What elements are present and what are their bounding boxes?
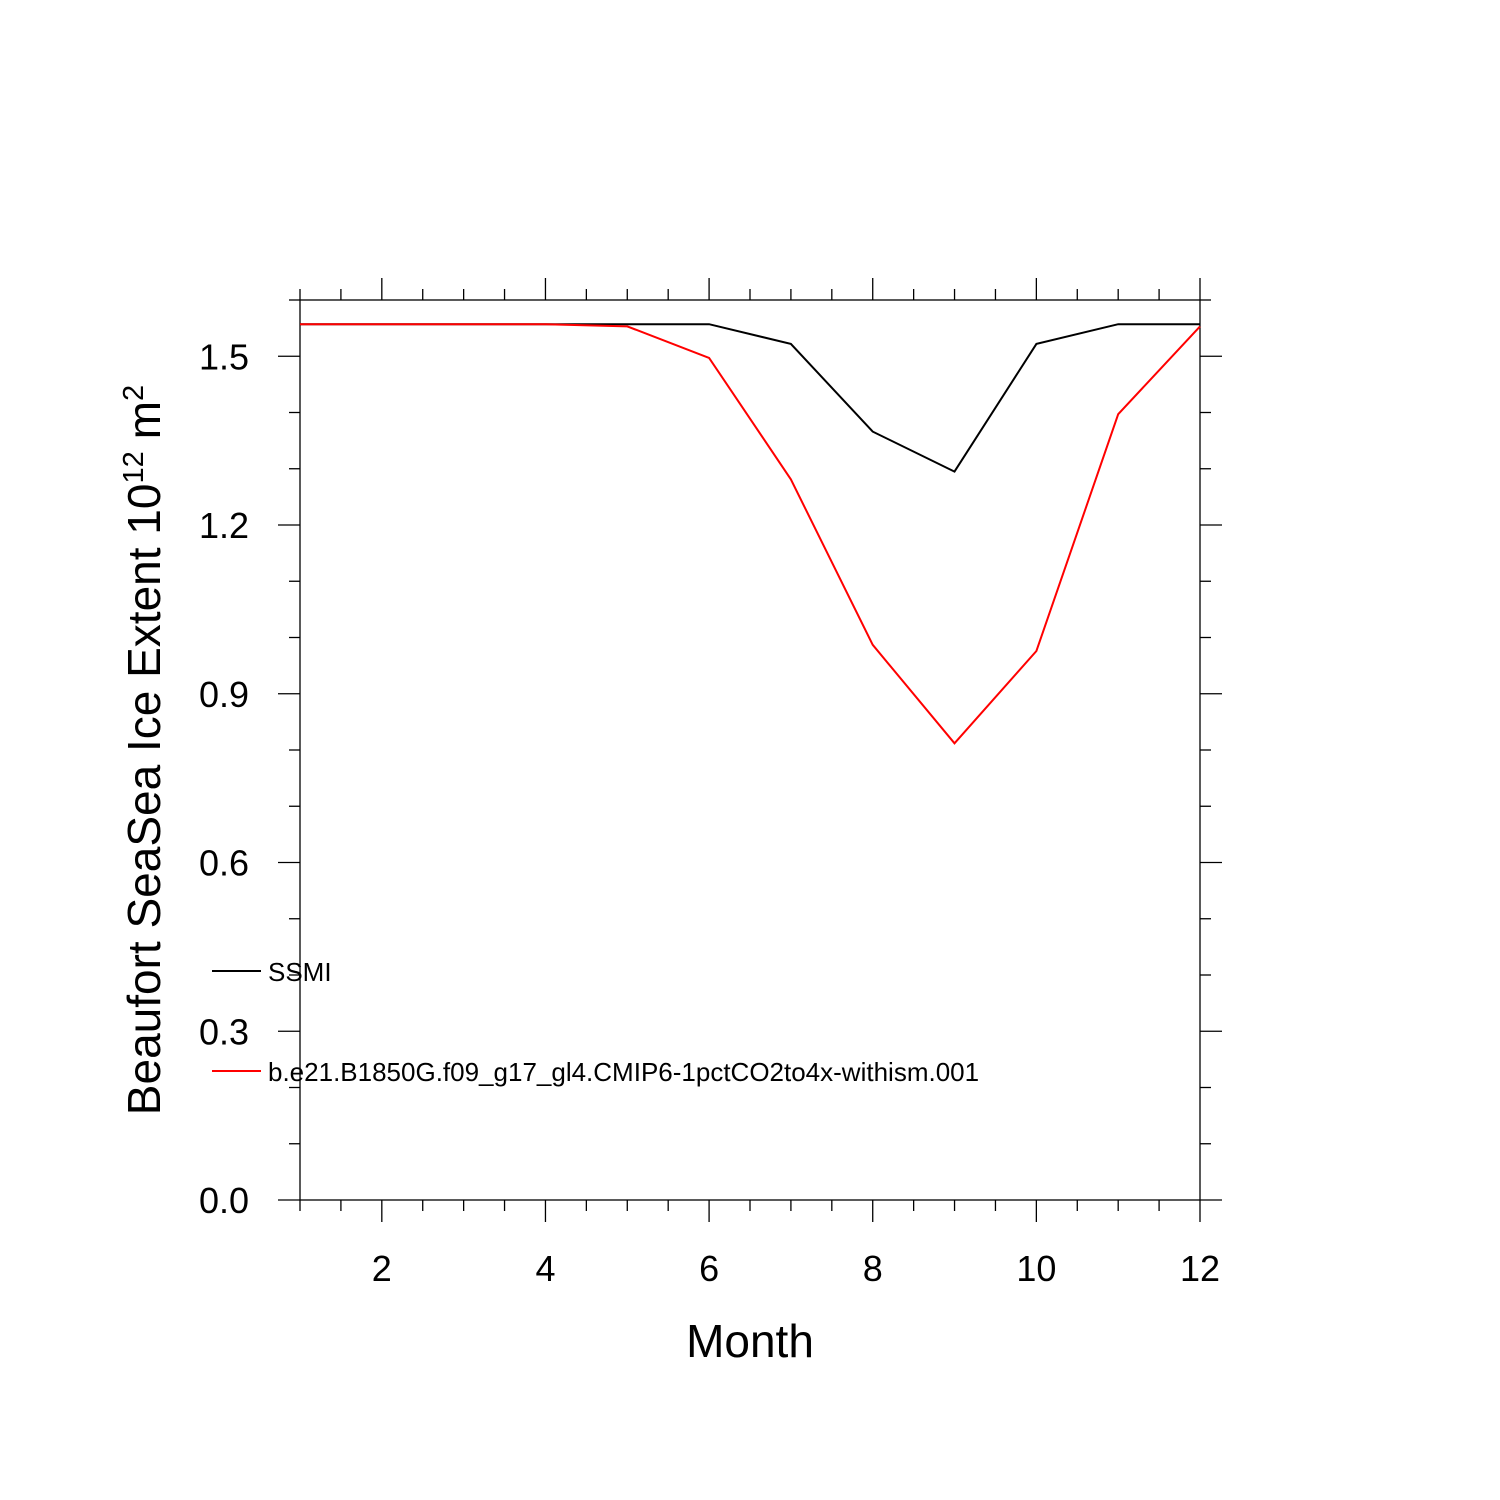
x-tick-label: 10	[1016, 1248, 1056, 1289]
y-tick-label: 1.2	[199, 505, 249, 546]
legend-label-1: SSMI	[268, 957, 332, 987]
y-axis-title-exponent: 12	[118, 451, 150, 483]
y-tick-label: 1.5	[199, 336, 249, 377]
x-tick-label: 8	[863, 1248, 883, 1289]
x-tick-label: 2	[372, 1248, 392, 1289]
y-tick-label: 0.9	[199, 674, 249, 715]
y-tick-label: 0.0	[199, 1180, 249, 1221]
y-axis-title-unit: m	[118, 401, 170, 439]
y-axis-title: Beaufort SeaSea Ice Extent 1012 m2	[118, 385, 170, 1115]
y-tick-label: 0.3	[199, 1011, 249, 1052]
series-group	[300, 323, 1201, 745]
series-line-1	[300, 323, 1200, 473]
x-axis-title: Month	[686, 1315, 814, 1367]
x-tick-label: 6	[699, 1248, 719, 1289]
legend: SSMI b.e21.B1850G.f09_g17_gl4.CMIP6-1pctC…	[212, 957, 979, 1087]
x-tick-label: 4	[535, 1248, 555, 1289]
axes: 2 4 6 8 10 12 0.0 0.3 0.6 0.9 1.2 1.5	[199, 278, 1222, 1289]
legend-label-2: b.e21.B1850G.f09_g17_gl4.CMIP6-1pctCO2to…	[268, 1057, 979, 1087]
x-tick-label: 12	[1180, 1248, 1220, 1289]
y-axis-title-unit-exponent: 2	[118, 385, 150, 401]
y-tick-label: 0.6	[199, 843, 249, 884]
series-line-2	[300, 323, 1201, 745]
y-axis-title-main: Beaufort SeaSea Ice Extent 10	[118, 484, 170, 1116]
